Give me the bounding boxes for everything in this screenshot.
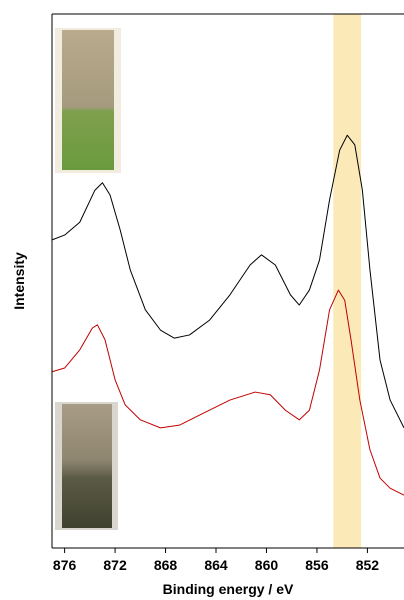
x-tick-label: 860	[255, 557, 279, 573]
x-axis-label: Binding energy / eV	[163, 581, 294, 597]
x-tick-label: 876	[53, 557, 77, 573]
inset-photo	[62, 30, 114, 170]
inset-photo	[62, 404, 112, 528]
x-tick-label: 856	[305, 557, 329, 573]
spectrum-line	[51, 289, 404, 496]
highlight-band	[333, 14, 362, 548]
spectrum-line	[51, 134, 404, 429]
y-axis-label: Intensity	[11, 252, 27, 310]
x-tick-label: 852	[356, 557, 380, 573]
x-tick-label: 864	[204, 557, 228, 573]
x-tick-label: 868	[154, 557, 178, 573]
x-tick-label: 872	[103, 557, 127, 573]
